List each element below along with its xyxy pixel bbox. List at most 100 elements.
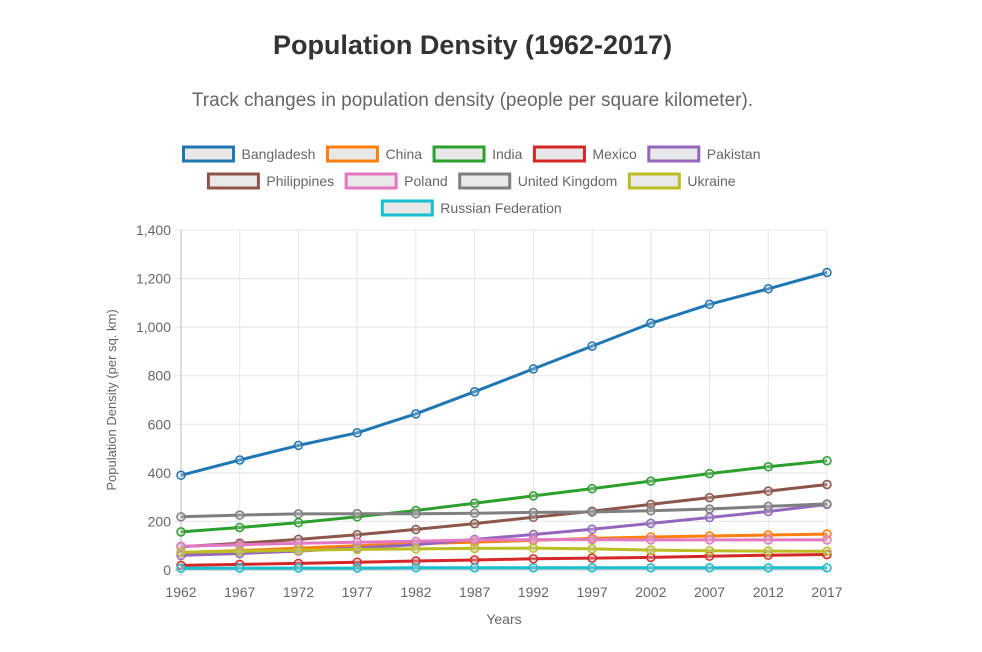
legend-item-mexico[interactable]: Mexico bbox=[532, 145, 637, 163]
data-point[interactable] bbox=[234, 563, 245, 573]
legend-label: Bangladesh bbox=[242, 146, 316, 162]
data-point[interactable] bbox=[528, 543, 539, 553]
data-point[interactable] bbox=[528, 534, 539, 545]
data-point[interactable] bbox=[587, 563, 597, 573]
data-point[interactable] bbox=[763, 462, 774, 472]
data-point[interactable] bbox=[704, 546, 715, 556]
data-point[interactable] bbox=[587, 553, 597, 563]
data-point[interactable] bbox=[411, 508, 421, 519]
data-point[interactable] bbox=[469, 508, 480, 518]
data-point[interactable] bbox=[822, 267, 832, 278]
legend-item-india[interactable]: India bbox=[432, 145, 523, 163]
data-point[interactable] bbox=[763, 501, 774, 512]
data-point[interactable] bbox=[587, 483, 597, 494]
data-point[interactable] bbox=[411, 544, 421, 554]
data-point[interactable] bbox=[411, 409, 421, 419]
data-point[interactable] bbox=[587, 341, 597, 351]
data-point[interactable] bbox=[704, 535, 715, 545]
data-point[interactable] bbox=[469, 498, 480, 508]
legend-item-poland[interactable]: Poland bbox=[344, 172, 448, 190]
data-point[interactable] bbox=[528, 507, 539, 518]
data-point[interactable] bbox=[352, 563, 362, 573]
data-point[interactable] bbox=[646, 535, 656, 545]
data-point[interactable] bbox=[176, 527, 186, 537]
chart-title: Population Density (1962-2017) bbox=[272, 30, 673, 60]
data-point[interactable] bbox=[352, 544, 362, 555]
data-point[interactable] bbox=[763, 546, 774, 556]
data-point[interactable] bbox=[646, 505, 656, 516]
chart-subtitle: Track changes in population density (peo… bbox=[191, 90, 754, 111]
data-point[interactable] bbox=[293, 509, 304, 519]
data-point[interactable] bbox=[646, 545, 656, 555]
data-point[interactable] bbox=[822, 499, 832, 509]
data-point[interactable] bbox=[704, 504, 715, 514]
data-point[interactable] bbox=[234, 546, 245, 557]
data-point[interactable] bbox=[704, 563, 715, 573]
data-point[interactable] bbox=[469, 563, 480, 573]
data-point[interactable] bbox=[469, 386, 480, 397]
data-point[interactable] bbox=[646, 318, 656, 329]
data-point[interactable] bbox=[234, 522, 245, 533]
data-point[interactable] bbox=[646, 563, 656, 573]
series-line-bangladesh bbox=[180, 271, 828, 477]
data-point[interactable] bbox=[528, 563, 539, 573]
data-point[interactable] bbox=[528, 364, 539, 374]
data-point[interactable] bbox=[822, 563, 832, 573]
data-point[interactable] bbox=[411, 524, 421, 535]
data-point[interactable] bbox=[176, 563, 186, 574]
legend-item-china[interactable]: China bbox=[325, 145, 422, 163]
data-point[interactable] bbox=[469, 518, 480, 529]
legend-item-ukraine[interactable]: Ukraine bbox=[627, 172, 736, 190]
data-point[interactable] bbox=[528, 554, 539, 564]
data-point[interactable] bbox=[822, 455, 832, 466]
series-line-mexico bbox=[180, 553, 828, 567]
legend-item-russian-federation[interactable]: Russian Federation bbox=[380, 199, 562, 217]
data-point[interactable] bbox=[704, 468, 715, 479]
data-point[interactable] bbox=[293, 440, 304, 451]
y-tick-label: 1,200 bbox=[136, 271, 171, 287]
data-point[interactable] bbox=[763, 535, 774, 545]
data-point[interactable] bbox=[704, 492, 715, 503]
data-point[interactable] bbox=[646, 518, 656, 529]
data-point[interactable] bbox=[469, 543, 480, 554]
legend-item-united-kingdom[interactable]: United Kingdom bbox=[458, 172, 618, 190]
data-point[interactable] bbox=[411, 563, 421, 573]
data-point[interactable] bbox=[763, 284, 774, 294]
legend-item-pakistan[interactable]: Pakistan bbox=[647, 145, 761, 163]
data-point[interactable] bbox=[293, 563, 304, 573]
data-point[interactable] bbox=[587, 507, 597, 517]
data-point[interactable] bbox=[234, 539, 245, 550]
data-point[interactable] bbox=[704, 512, 715, 523]
data-point[interactable] bbox=[469, 535, 480, 545]
data-point[interactable] bbox=[176, 547, 186, 558]
data-point[interactable] bbox=[646, 499, 656, 510]
data-point[interactable] bbox=[176, 470, 186, 481]
data-point[interactable] bbox=[763, 486, 774, 496]
data-point[interactable] bbox=[587, 544, 597, 554]
data-point[interactable] bbox=[352, 428, 362, 438]
data-point[interactable] bbox=[293, 517, 304, 528]
legend-swatch bbox=[325, 145, 379, 163]
data-point[interactable] bbox=[469, 555, 480, 565]
axes: 0 200 400 600 800 1,000 1,200 1,400 1962 1967 1972… bbox=[136, 222, 843, 600]
data-point[interactable] bbox=[352, 508, 362, 519]
data-point[interactable] bbox=[176, 512, 186, 522]
data-point[interactable] bbox=[411, 556, 421, 566]
data-point[interactable] bbox=[587, 524, 597, 534]
data-point[interactable] bbox=[234, 455, 245, 465]
x-tick-label: 1997 bbox=[577, 584, 608, 600]
legend-item-philippines[interactable]: Philippines bbox=[206, 172, 334, 190]
data-point[interactable] bbox=[234, 510, 245, 520]
data-point[interactable] bbox=[587, 534, 597, 545]
data-point[interactable] bbox=[646, 476, 656, 486]
data-point[interactable] bbox=[293, 538, 304, 549]
data-point[interactable] bbox=[822, 479, 832, 490]
data-point[interactable] bbox=[352, 537, 362, 548]
data-point[interactable] bbox=[822, 535, 832, 545]
legend-item-bangladesh[interactable]: Bangladesh bbox=[182, 145, 316, 163]
data-point[interactable] bbox=[293, 545, 304, 556]
data-point[interactable] bbox=[763, 563, 774, 573]
data-point[interactable] bbox=[528, 491, 539, 501]
data-point[interactable] bbox=[822, 546, 832, 557]
data-point[interactable] bbox=[704, 299, 715, 310]
